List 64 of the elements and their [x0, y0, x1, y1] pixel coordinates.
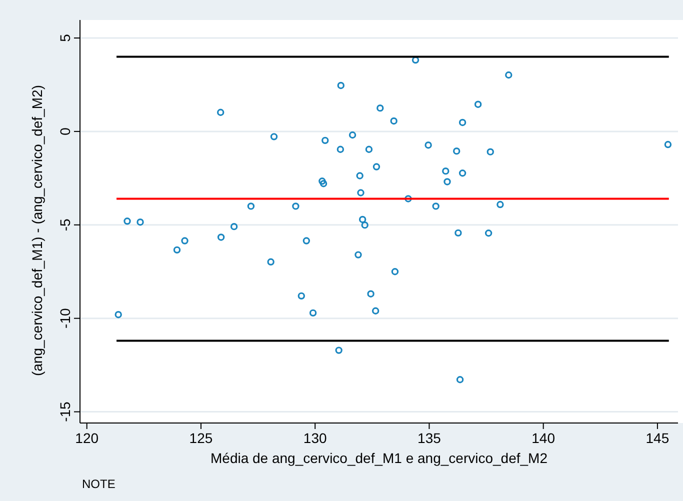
point [173, 246, 181, 254]
point [458, 118, 466, 126]
point [365, 146, 373, 153]
y-tick-label: 5 [57, 34, 73, 42]
point [458, 170, 466, 177]
x-tick-label: 130 [303, 430, 327, 446]
point [318, 178, 326, 185]
text: NOTE [82, 477, 116, 491]
point [270, 133, 278, 140]
point [335, 346, 342, 354]
y-tick-label: -10 [57, 308, 73, 328]
point [442, 167, 450, 175]
point [372, 163, 380, 170]
point [181, 237, 188, 244]
y-tick-label: -15 [57, 401, 73, 422]
point [474, 100, 482, 108]
point [424, 141, 432, 149]
point [356, 172, 364, 180]
point [292, 202, 300, 210]
point [390, 117, 398, 125]
point [367, 290, 374, 298]
point [453, 147, 460, 155]
point [664, 140, 672, 148]
point [361, 221, 368, 229]
point [358, 216, 366, 224]
point [372, 307, 380, 314]
x-tick-label: 120 [75, 430, 99, 446]
point [302, 237, 310, 244]
y-axis-title: (ang_cervico_def_M1) - (ang_cervico_def_M2) [29, 84, 45, 376]
point [454, 229, 462, 237]
point [357, 189, 364, 196]
point [267, 258, 274, 266]
point [136, 218, 144, 226]
point [320, 180, 328, 188]
point [444, 178, 451, 186]
point [247, 202, 255, 210]
point [348, 131, 356, 139]
point [496, 200, 504, 208]
point [486, 148, 494, 156]
point [432, 202, 440, 210]
point [376, 104, 384, 112]
y-tick-label: -5 [57, 218, 73, 232]
point [484, 230, 492, 237]
x-tick-label: 135 [418, 430, 442, 446]
point [336, 146, 344, 153]
x-tick-label: 140 [532, 430, 556, 446]
point [322, 136, 329, 144]
point [309, 309, 317, 317]
x-tick-label: 125 [189, 430, 213, 446]
point [337, 82, 344, 90]
point [217, 108, 224, 116]
point [124, 218, 131, 225]
point [217, 234, 225, 241]
point [391, 268, 399, 276]
point [354, 251, 362, 258]
point [298, 292, 305, 300]
x-axis-title: Média de ang_cervico_def_M1 e ang_cervico_def_M2 [210, 450, 548, 466]
point [456, 376, 464, 384]
point [230, 222, 238, 230]
point [404, 195, 412, 202]
y-tick-label: 0 [57, 127, 73, 136]
x-tick-label: 145 [646, 430, 670, 446]
point [114, 311, 122, 318]
point [505, 71, 512, 79]
